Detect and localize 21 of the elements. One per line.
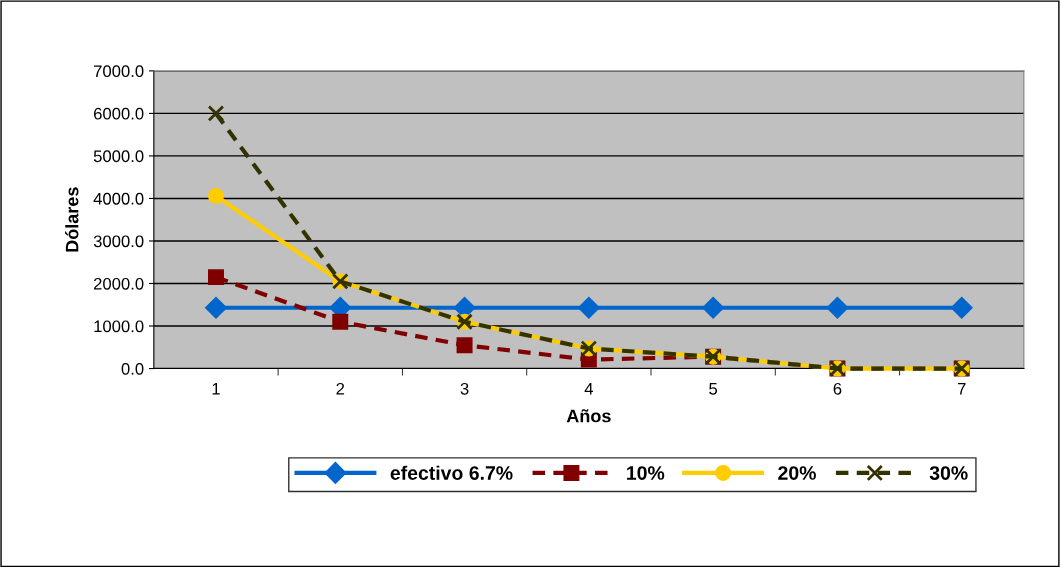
x-tick-label: 7 bbox=[957, 383, 966, 395]
legend-label: 10% bbox=[627, 466, 665, 480]
x-tick-label: 4 bbox=[584, 383, 593, 395]
y-tick-label: 0.0 bbox=[121, 362, 144, 375]
y-tick-label: 4000.0 bbox=[93, 192, 144, 205]
legend-label: 30% bbox=[929, 466, 968, 480]
legend-label: 20% bbox=[778, 466, 816, 480]
y-tick-label: 7000.0 bbox=[94, 65, 144, 78]
y-tick-label: 2000.0 bbox=[93, 277, 144, 290]
x-tick-label: 6 bbox=[833, 382, 842, 395]
x-tick-label: 3 bbox=[460, 382, 469, 395]
y-tick-label: 6000.0 bbox=[94, 107, 144, 120]
y-tick-label: 1000.0 bbox=[94, 320, 144, 333]
y-tick-label: 3000.0 bbox=[93, 235, 144, 248]
x-tick-label: 5 bbox=[709, 383, 718, 395]
x-axis-title: Años bbox=[566, 409, 611, 423]
x-tick-label: 1 bbox=[212, 383, 220, 395]
y-axis-title: Dólares bbox=[65, 187, 79, 252]
x-tick-label: 2 bbox=[336, 382, 345, 395]
y-tick-label: 5000.0 bbox=[93, 150, 144, 163]
legend-label: efectivo 6.7% bbox=[390, 465, 513, 480]
